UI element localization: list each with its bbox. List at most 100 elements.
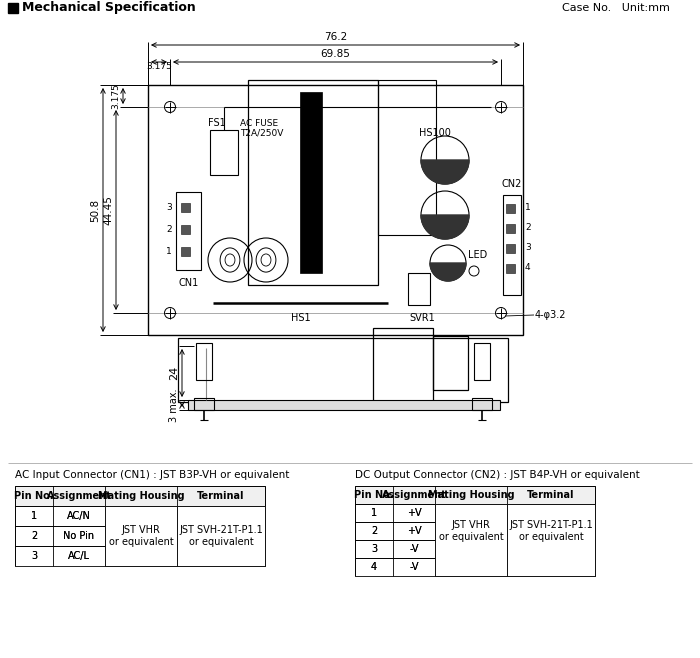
Text: 1: 1 bbox=[31, 511, 37, 521]
Text: +V: +V bbox=[407, 526, 421, 536]
Text: Mechanical Specification: Mechanical Specification bbox=[22, 1, 196, 14]
Bar bbox=[15, 506, 265, 526]
Bar bbox=[8, 3, 18, 13]
Ellipse shape bbox=[220, 248, 240, 272]
Text: T2A/250V: T2A/250V bbox=[240, 128, 284, 137]
Bar bbox=[506, 264, 515, 273]
Text: HS100: HS100 bbox=[419, 128, 451, 138]
Text: No Pin: No Pin bbox=[64, 531, 94, 541]
Text: JST VHR
or equivalent: JST VHR or equivalent bbox=[108, 525, 174, 547]
Bar bbox=[355, 540, 595, 558]
Ellipse shape bbox=[256, 248, 276, 272]
Text: Pin No.: Pin No. bbox=[14, 491, 54, 501]
Polygon shape bbox=[430, 263, 466, 281]
Bar bbox=[176, 192, 201, 270]
Text: 3: 3 bbox=[167, 203, 172, 213]
Text: 3.175: 3.175 bbox=[146, 62, 172, 71]
Text: HS1: HS1 bbox=[290, 313, 310, 323]
Text: 2: 2 bbox=[31, 531, 37, 541]
Bar bbox=[433, 336, 468, 390]
Text: Terminal: Terminal bbox=[527, 490, 575, 500]
Text: CN2: CN2 bbox=[502, 179, 522, 189]
Text: JST SVH-21T-P1.1
or equivalent: JST SVH-21T-P1.1 or equivalent bbox=[509, 520, 593, 542]
Bar bbox=[248, 80, 378, 285]
Polygon shape bbox=[421, 160, 469, 184]
Polygon shape bbox=[421, 215, 469, 239]
Bar bbox=[181, 247, 190, 256]
Text: 3.175: 3.175 bbox=[111, 83, 120, 109]
Text: JST VHR
or equivalent: JST VHR or equivalent bbox=[439, 520, 503, 542]
Text: AC/L: AC/L bbox=[68, 551, 90, 561]
Text: Assignment: Assignment bbox=[382, 490, 447, 500]
Bar bbox=[181, 203, 190, 212]
Text: DC Output Connector (CN2) : JST B4P-VH or equivalent: DC Output Connector (CN2) : JST B4P-VH o… bbox=[355, 470, 640, 480]
Text: 1: 1 bbox=[31, 511, 37, 521]
Text: No Pin: No Pin bbox=[64, 531, 94, 541]
Bar bbox=[506, 204, 515, 213]
Bar bbox=[105, 506, 177, 566]
Text: 76.2: 76.2 bbox=[324, 32, 347, 42]
Bar bbox=[355, 504, 595, 522]
Text: -V: -V bbox=[410, 562, 419, 572]
Text: 1: 1 bbox=[371, 508, 377, 518]
Text: 4: 4 bbox=[371, 562, 377, 572]
Text: Mating Housing: Mating Housing bbox=[98, 491, 184, 501]
Bar bbox=[506, 224, 515, 233]
Text: 4: 4 bbox=[525, 263, 531, 272]
Text: Assignment: Assignment bbox=[47, 491, 111, 501]
Text: +V: +V bbox=[407, 508, 421, 518]
Bar bbox=[181, 225, 190, 234]
Text: AC/N: AC/N bbox=[67, 511, 91, 521]
Bar bbox=[435, 504, 507, 576]
Ellipse shape bbox=[261, 254, 271, 266]
Text: LED: LED bbox=[468, 250, 487, 260]
Text: 3: 3 bbox=[31, 551, 37, 561]
Bar bbox=[355, 522, 595, 540]
Text: AC FUSE: AC FUSE bbox=[240, 119, 278, 128]
Bar bbox=[188, 400, 500, 410]
Text: +V: +V bbox=[407, 508, 421, 518]
Text: 3: 3 bbox=[371, 544, 377, 554]
Bar bbox=[503, 195, 521, 295]
Text: +V: +V bbox=[407, 526, 421, 536]
Text: 3: 3 bbox=[525, 243, 531, 253]
Bar bbox=[474, 343, 490, 380]
Bar bbox=[15, 526, 265, 546]
Text: SVR1: SVR1 bbox=[409, 313, 435, 323]
Text: 3: 3 bbox=[31, 551, 37, 561]
Text: 50.8: 50.8 bbox=[90, 199, 100, 222]
Text: AC/N: AC/N bbox=[67, 511, 91, 521]
Bar bbox=[15, 486, 265, 506]
Text: Case No.   Unit:mm: Case No. Unit:mm bbox=[562, 3, 670, 13]
Text: -V: -V bbox=[410, 544, 419, 554]
Text: 44.45: 44.45 bbox=[103, 195, 113, 225]
Text: Pin No.: Pin No. bbox=[354, 490, 393, 500]
Bar bbox=[15, 546, 265, 566]
Text: 2: 2 bbox=[167, 226, 172, 234]
Bar bbox=[506, 244, 515, 253]
Bar bbox=[300, 92, 322, 273]
Text: 3: 3 bbox=[371, 544, 377, 554]
Text: 2: 2 bbox=[371, 526, 377, 536]
Bar bbox=[177, 506, 265, 566]
Text: 4-φ3.2: 4-φ3.2 bbox=[535, 310, 566, 320]
Text: 1: 1 bbox=[371, 508, 377, 518]
Bar bbox=[194, 398, 214, 410]
Text: Mating Housing: Mating Housing bbox=[428, 490, 514, 500]
Bar bbox=[507, 504, 595, 576]
Text: -V: -V bbox=[410, 544, 419, 554]
Bar bbox=[378, 80, 436, 235]
Text: Terminal: Terminal bbox=[197, 491, 245, 501]
Text: 2: 2 bbox=[31, 531, 37, 541]
Text: 69.85: 69.85 bbox=[321, 49, 351, 59]
Text: AC/L: AC/L bbox=[68, 551, 90, 561]
Ellipse shape bbox=[225, 254, 235, 266]
Bar bbox=[355, 558, 595, 576]
Bar bbox=[196, 343, 212, 380]
Text: CN1: CN1 bbox=[178, 278, 199, 288]
Text: 4: 4 bbox=[371, 562, 377, 572]
Text: JST SVH-21T-P1.1
or equivalent: JST SVH-21T-P1.1 or equivalent bbox=[179, 525, 263, 547]
Text: 3 max.: 3 max. bbox=[169, 388, 179, 422]
Bar bbox=[148, 85, 523, 335]
Text: 2: 2 bbox=[371, 526, 377, 536]
